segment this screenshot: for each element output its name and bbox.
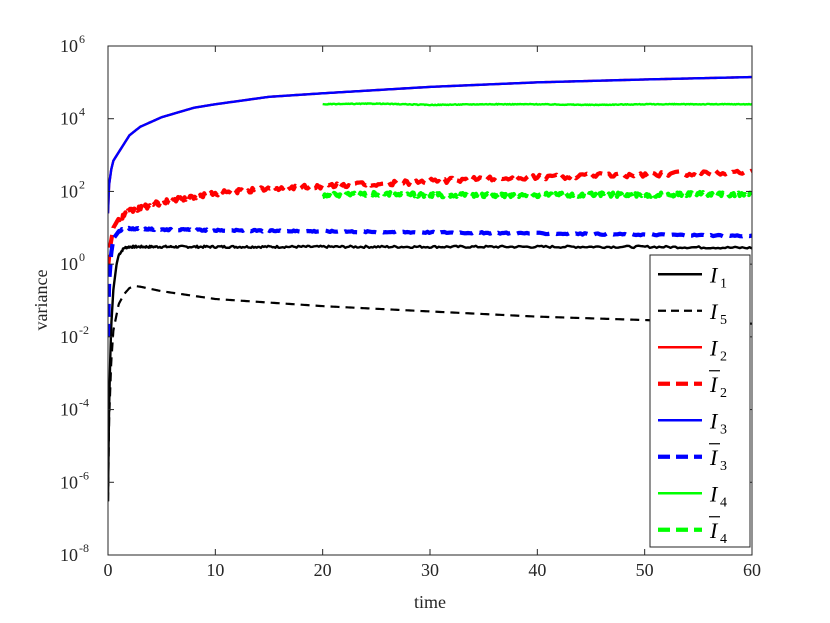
legend-box <box>649 254 751 548</box>
legend: I 1I 5I 2I 2I 3I 3I 4I 4 <box>649 254 751 548</box>
series-layer <box>108 75 752 502</box>
series-line-4 <box>108 168 752 270</box>
y-tick-label: 10 <box>60 545 78 565</box>
y-tick-label: 10 <box>60 400 78 420</box>
legend-label: I <box>709 481 719 506</box>
x-tick-label: 40 <box>528 560 546 580</box>
series-line-1 <box>108 244 752 502</box>
y-tick-exponent: -8 <box>79 541 89 555</box>
y-tick-exponent: -4 <box>79 396 89 410</box>
y-axis-label: variance <box>31 270 51 331</box>
legend-label: I <box>709 372 719 397</box>
y-tick-label: 10 <box>60 181 78 201</box>
series-line-7 <box>322 102 752 107</box>
y-tick-exponent: 6 <box>79 32 85 46</box>
x-tick-label: 60 <box>743 560 761 580</box>
x-tick-label: 0 <box>104 560 113 580</box>
x-tick-label: 50 <box>636 560 654 580</box>
y-tick-label: 10 <box>60 327 78 347</box>
y-tick-label: 10 <box>60 254 78 274</box>
legend-label: I <box>709 445 719 470</box>
y-tick-exponent: 4 <box>79 105 85 119</box>
y-tick-exponent: -2 <box>79 323 89 337</box>
y-tick-exponent: 0 <box>79 250 85 264</box>
legend-label-subscript: 1 <box>720 276 727 291</box>
series-line-2 <box>108 284 752 502</box>
legend-label-subscript: 3 <box>720 422 727 437</box>
x-tick-label: 30 <box>421 560 439 580</box>
x-tick-label: 20 <box>314 560 332 580</box>
series-line-8 <box>321 189 752 200</box>
series-line-6 <box>108 225 752 337</box>
legend-label: I <box>709 408 719 433</box>
legend-label: I <box>709 335 719 360</box>
legend-label-subscript: 2 <box>720 349 727 364</box>
legend-label-subscript: 4 <box>720 495 727 510</box>
series-line-5 <box>108 75 752 214</box>
legend-label: I <box>709 262 719 287</box>
y-tick-label: 10 <box>60 472 78 492</box>
legend-label-subscript: 2 <box>720 386 727 401</box>
legend-label: I <box>709 518 719 543</box>
legend-label-subscript: 3 <box>720 459 727 474</box>
x-axis-label: time <box>414 592 446 612</box>
plot-area <box>108 75 752 502</box>
y-tick-label: 10 <box>60 36 78 56</box>
legend-label: I <box>709 299 719 324</box>
y-tick-exponent: -6 <box>79 468 89 482</box>
legend-label-subscript: 5 <box>720 313 727 328</box>
legend-label-subscript: 4 <box>720 532 727 547</box>
y-tick-label: 10 <box>60 109 78 129</box>
y-tick-exponent: 2 <box>79 177 85 191</box>
x-tick-label: 10 <box>206 560 224 580</box>
